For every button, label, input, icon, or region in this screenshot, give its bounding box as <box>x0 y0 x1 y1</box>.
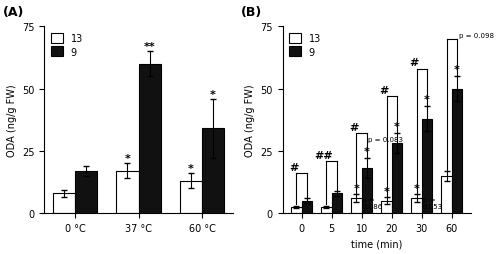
Bar <box>452 89 462 213</box>
Text: (B): (B) <box>241 6 262 19</box>
Bar <box>291 207 302 213</box>
Bar <box>362 169 372 213</box>
Text: *: * <box>354 184 360 194</box>
Text: #: # <box>410 58 419 68</box>
Bar <box>138 65 160 213</box>
Text: (A): (A) <box>3 6 24 19</box>
Bar <box>180 181 202 213</box>
Bar <box>392 144 402 213</box>
Bar <box>382 201 392 213</box>
Bar <box>332 194 342 213</box>
Bar <box>442 176 452 213</box>
X-axis label: time (min): time (min) <box>351 239 403 248</box>
Text: #: # <box>380 86 389 96</box>
Legend: 13, 9: 13, 9 <box>288 32 323 59</box>
Text: **: ** <box>144 42 156 52</box>
Text: *: * <box>124 154 130 164</box>
Text: *: * <box>364 146 370 156</box>
Text: *: * <box>394 121 400 131</box>
Bar <box>422 119 432 213</box>
Bar <box>202 129 224 213</box>
Text: p =
0.053: p = 0.053 <box>422 196 442 209</box>
Text: *: * <box>414 184 420 194</box>
Text: *: * <box>188 164 194 174</box>
Text: *: * <box>424 94 430 104</box>
Bar <box>75 171 98 213</box>
Bar <box>116 171 138 213</box>
Bar <box>412 198 422 213</box>
Bar <box>53 194 75 213</box>
Y-axis label: ODA (ng/g FW): ODA (ng/g FW) <box>6 84 16 156</box>
Bar <box>302 201 312 213</box>
Text: p =
0.086: p = 0.086 <box>362 196 382 209</box>
Text: p = 0.098: p = 0.098 <box>458 33 494 38</box>
Text: #: # <box>350 123 359 133</box>
Text: *: * <box>384 186 390 196</box>
Legend: 13, 9: 13, 9 <box>49 32 85 59</box>
Text: #: # <box>290 162 298 172</box>
Bar <box>321 207 332 213</box>
Text: ##: ## <box>314 150 334 160</box>
Bar <box>351 198 362 213</box>
Text: *: * <box>210 89 216 99</box>
Text: *: * <box>454 65 460 74</box>
Y-axis label: ODA (ng/g FW): ODA (ng/g FW) <box>245 84 255 156</box>
Text: p = 0.083: p = 0.083 <box>368 136 403 142</box>
